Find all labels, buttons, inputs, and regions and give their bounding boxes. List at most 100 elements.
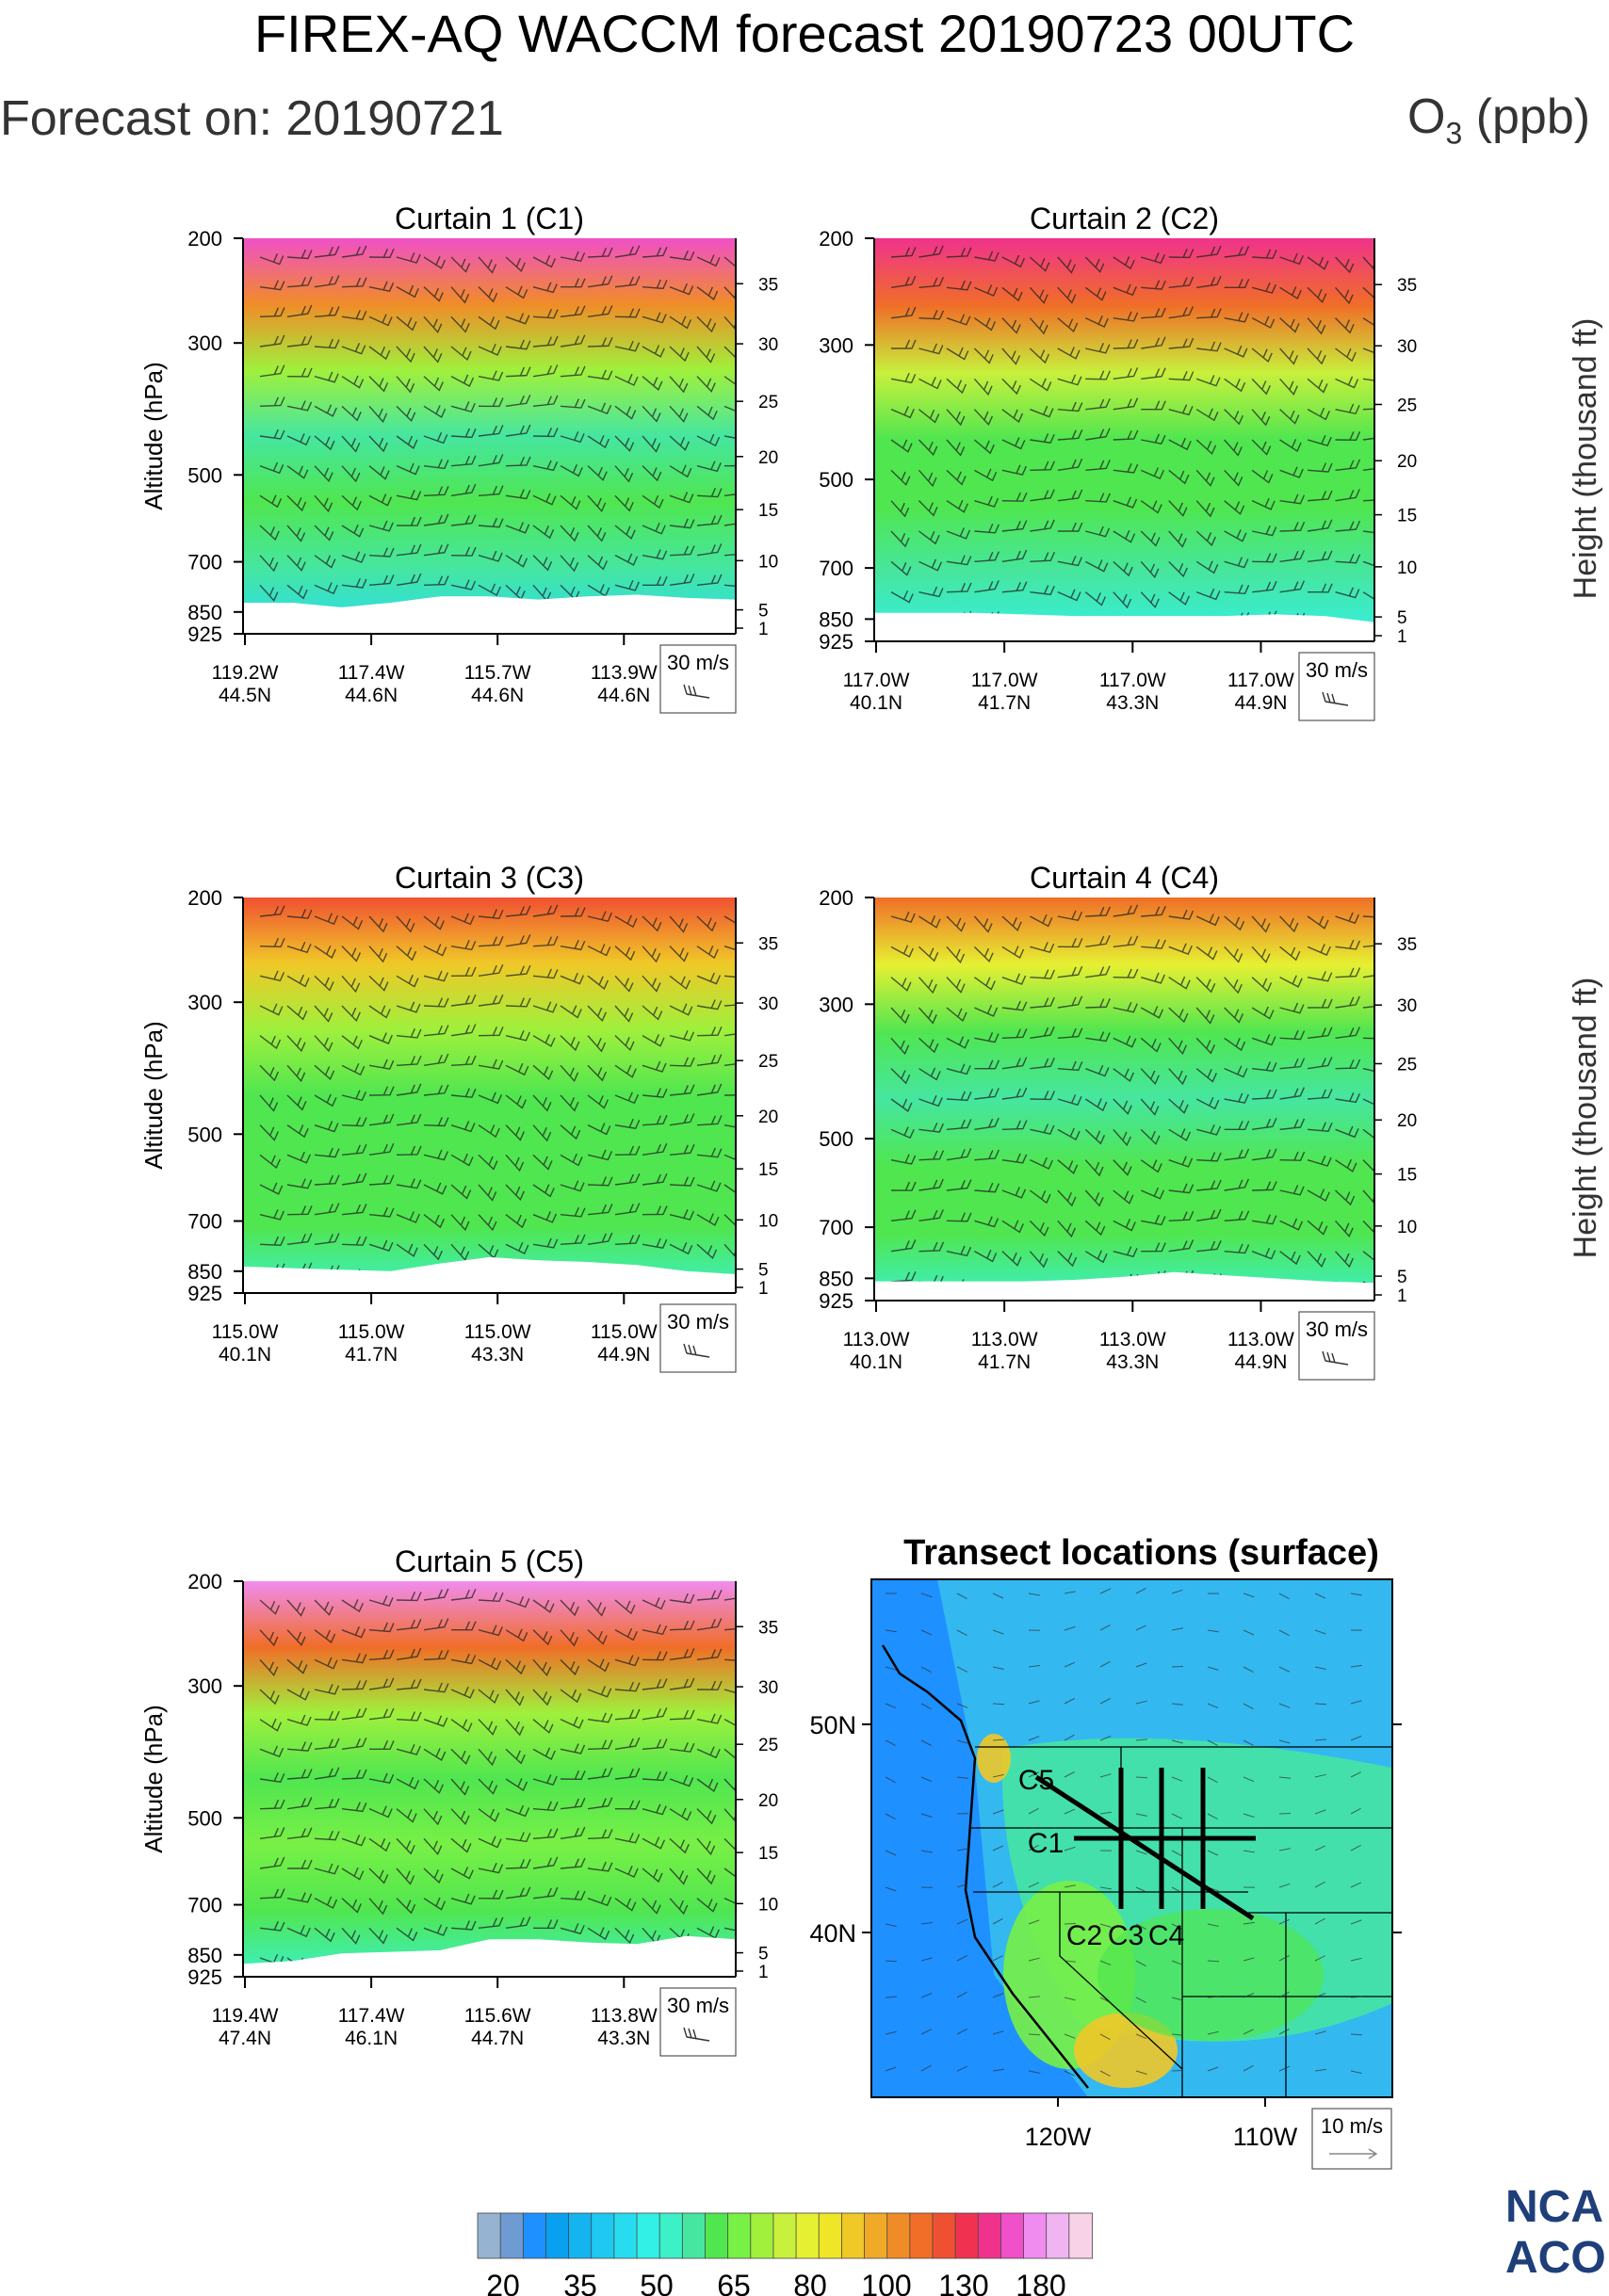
reference-vector-box xyxy=(1298,652,1375,721)
x-tick-label-lat: 40.1N xyxy=(850,692,902,714)
y-axis-label: Altitude (hPa) xyxy=(139,1705,168,1853)
x-tick-label-lat: 44.9N xyxy=(1234,1351,1287,1373)
reference-vector-box xyxy=(659,1303,737,1373)
colorbar-swatch xyxy=(545,2212,570,2259)
colorbar-swatch xyxy=(840,2212,866,2259)
pressure-tick-label: 300 xyxy=(187,1674,222,1698)
pressure-tick-label: 850 xyxy=(819,1267,853,1290)
pressure-tick-label: 925 xyxy=(819,630,853,654)
colorbar-swatch xyxy=(772,2212,798,2259)
pressure-tick-label: 925 xyxy=(187,1965,222,1989)
height-tick-label: 30 xyxy=(758,994,778,1014)
x-tick-label-lat: 44.5N xyxy=(219,685,271,706)
socal-ozone-hotspot xyxy=(1074,2013,1178,2088)
height-tick-label: 25 xyxy=(1397,1055,1417,1075)
curtain-title: Curtain 5 (C5) xyxy=(395,1544,584,1578)
pressure-tick-label: 850 xyxy=(187,1944,222,1967)
x-tick-label-lat: 44.6N xyxy=(597,685,650,706)
x-tick-label-lat: 41.7N xyxy=(978,1351,1031,1373)
pressure-tick-label: 500 xyxy=(819,468,853,492)
pressure-tick-label: 700 xyxy=(187,1210,222,1234)
x-tick-label-lon: 115.0W xyxy=(591,1321,658,1343)
colorbar-swatch xyxy=(591,2212,615,2259)
transect-label: C1 xyxy=(1028,1828,1064,1859)
height-tick-label: 1 xyxy=(758,1279,769,1299)
y2-axis-label: Height (thousand ft) xyxy=(1568,978,1603,1259)
curtain-title: Curtain 2 (C2) xyxy=(1030,202,1219,235)
transect-label: C3 xyxy=(1108,1920,1144,1951)
height-tick-label: 5 xyxy=(758,1261,769,1281)
reference-vector-box xyxy=(659,1987,737,2057)
species-prefix: O xyxy=(1407,89,1446,144)
colorbar-swatch xyxy=(727,2212,752,2259)
x-tick-label-lat: 44.6N xyxy=(471,685,524,706)
height-tick-label: 1 xyxy=(758,1963,769,1982)
transect-label: C5 xyxy=(1018,1765,1054,1796)
height-tick-label: 35 xyxy=(758,1618,778,1638)
x-tick-label-lat: 44.9N xyxy=(1234,692,1287,714)
colorbar-swatch xyxy=(795,2212,821,2259)
terrain-mask xyxy=(243,594,736,634)
lon-tick-label: 110W xyxy=(1233,2123,1298,2151)
x-tick-label-lon: 117.4W xyxy=(338,2005,405,2027)
pressure-tick-label: 200 xyxy=(187,886,222,910)
x-tick-label-lon: 117.0W xyxy=(1099,670,1166,691)
x-tick-label-lon: 115.0W xyxy=(464,1321,531,1343)
height-tick-label: 5 xyxy=(1397,1268,1407,1287)
transect-c5 xyxy=(1034,1774,1255,1921)
height-tick-label: 30 xyxy=(758,335,778,355)
colorbar-swatch xyxy=(818,2212,843,2259)
pressure-tick-label: 200 xyxy=(819,227,853,251)
height-tick-label: 30 xyxy=(758,1678,778,1698)
surface-wind-arrows xyxy=(885,1587,1363,2078)
pressure-tick-label: 200 xyxy=(819,886,853,910)
curtain-title: Curtain 4 (C4) xyxy=(1030,861,1219,895)
colorbar-swatch xyxy=(977,2212,1002,2259)
curtain-title: Curtain 3 (C3) xyxy=(395,861,584,895)
height-tick-label: 5 xyxy=(758,1945,769,1965)
height-tick-label: 5 xyxy=(758,602,769,622)
reference-vector-box xyxy=(659,644,737,714)
x-tick-label-lat: 41.7N xyxy=(345,1344,398,1366)
x-tick-label-lon: 113.9W xyxy=(591,662,658,684)
height-tick-label: 25 xyxy=(758,1736,778,1755)
colorbar-swatch xyxy=(1000,2212,1025,2259)
ocean-region xyxy=(871,1579,1088,2097)
height-tick-label: 15 xyxy=(758,501,778,521)
x-tick-label-lon: 117.0W xyxy=(843,670,910,691)
pressure-tick-label: 925 xyxy=(187,623,222,646)
x-tick-label-lat: 43.3N xyxy=(597,2028,650,2049)
colorbar-swatch xyxy=(954,2212,980,2259)
x-tick-label-lat: 47.4N xyxy=(219,2028,271,2049)
x-tick-label-lon: 113.0W xyxy=(843,1329,910,1350)
pressure-tick-label: 925 xyxy=(187,1282,222,1305)
reference-barb-icon xyxy=(1322,1350,1349,1366)
height-tick-label: 1 xyxy=(1397,627,1407,647)
height-tick-label: 15 xyxy=(758,1160,778,1180)
height-tick-label: 20 xyxy=(758,1108,778,1127)
wind-barbs xyxy=(259,1588,736,1975)
species-unit: (ppb) xyxy=(1462,89,1591,144)
x-tick-label-lon: 115.6W xyxy=(464,2005,531,2027)
colorbar-swatch xyxy=(681,2212,707,2259)
height-tick-label: 10 xyxy=(758,1211,778,1231)
colorbar-swatch xyxy=(886,2212,911,2259)
ozone-field xyxy=(874,897,1374,1301)
map-reference-arrow-icon xyxy=(1329,2148,1378,2159)
colorbar-label: 130 xyxy=(938,2269,988,2296)
transect-label: C2 xyxy=(1066,1920,1102,1951)
map-frame xyxy=(870,1578,1393,2098)
pressure-tick-label: 850 xyxy=(187,601,222,624)
pressure-tick-label: 300 xyxy=(187,331,222,355)
species-subscript: 3 xyxy=(1445,116,1463,151)
colorbar-label: 65 xyxy=(717,2269,751,2296)
pressure-tick-label: 700 xyxy=(187,551,222,574)
height-tick-label: 20 xyxy=(758,448,778,468)
x-tick-label-lat: 40.1N xyxy=(219,1344,271,1366)
colorbar-swatch xyxy=(750,2212,774,2259)
reference-barb-icon xyxy=(1322,691,1349,706)
pressure-tick-label: 300 xyxy=(819,993,853,1016)
